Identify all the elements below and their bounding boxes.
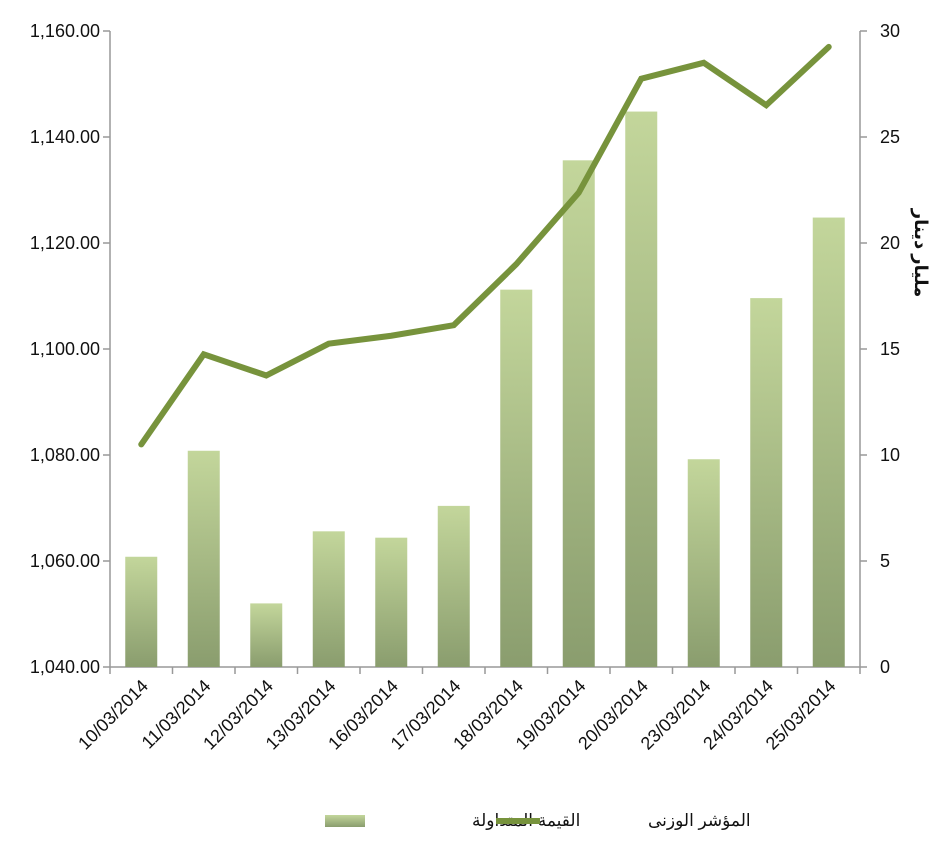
- right-tick-label: 30: [880, 21, 900, 41]
- bar: [187, 450, 220, 667]
- legend-bar-swatch: [325, 815, 365, 827]
- bar: [125, 556, 158, 667]
- left-tick-label: 1,140.00: [30, 127, 100, 147]
- bar: [375, 537, 408, 667]
- right-tick-label: 5: [880, 551, 890, 571]
- legend: القيمة المتداولة المؤشر الوزنى: [325, 811, 751, 830]
- bar: [812, 217, 845, 667]
- legend-line-label: المؤشر الوزنى: [648, 811, 751, 830]
- left-axis-ticks: 1,040.00 1,060.00 1,080.00 1,100.00 1,120.00…: [30, 21, 110, 677]
- right-tick-label: 15: [880, 339, 900, 359]
- right-axis-title: مليار دينار: [911, 208, 931, 297]
- axes: [109, 31, 861, 668]
- bar: [250, 603, 283, 667]
- left-tick-label: 1,100.00: [30, 339, 100, 359]
- right-tick-label: 25: [880, 127, 900, 147]
- left-tick-label: 1,060.00: [30, 551, 100, 571]
- bar: [562, 160, 595, 667]
- index-line: [138, 43, 832, 448]
- right-tick-label: 0: [880, 657, 890, 677]
- right-tick-label: 20: [880, 233, 900, 253]
- x-axis-ticks: 10/03/201411/03/201412/03/201413/03/2014…: [74, 667, 861, 754]
- bar: [687, 459, 720, 667]
- line-series: [138, 43, 832, 448]
- left-tick-label: 1,040.00: [30, 657, 100, 677]
- left-tick-label: 1,160.00: [30, 21, 100, 41]
- right-axis-ticks: 0 5 10 15 20 25 30: [860, 21, 900, 677]
- bar: [312, 531, 345, 667]
- left-tick-label: 1,120.00: [30, 233, 100, 253]
- bar-series: [125, 111, 845, 667]
- bar: [437, 505, 470, 667]
- bar: [750, 298, 783, 667]
- bar: [500, 289, 533, 667]
- left-tick-label: 1,080.00: [30, 445, 100, 465]
- right-tick-label: 10: [880, 445, 900, 465]
- bar: [625, 111, 658, 667]
